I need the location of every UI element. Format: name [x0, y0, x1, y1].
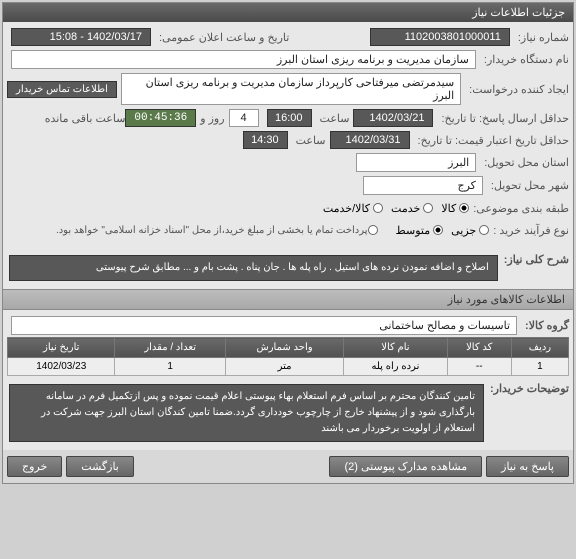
row-creator: ایجاد کننده درخواست: سیدمرتضی میرفتاحی ک… [7, 71, 569, 107]
back-button[interactable]: بازگشت [66, 456, 134, 477]
radio-jozi[interactable]: جزیی [451, 224, 489, 237]
row-process: نوع فرآیند خرید : جزیی متوسط پرداخت تمام… [7, 219, 569, 241]
row-group: گروه کالا: تاسیسات و مصالح ساختمانی [7, 314, 569, 337]
value-deadline-date: 1402/03/21 [353, 109, 433, 127]
value-province: البرز [356, 153, 476, 172]
value-req-no: 1102003801000011 [370, 28, 510, 46]
radio-dot-icon [423, 203, 433, 213]
row-valid: حداقل تاریخ اعتبار قیمت: تا تاریخ: 1402/… [7, 129, 569, 151]
label-group: گروه کالا: [521, 319, 569, 332]
radio-dot-icon [479, 225, 489, 235]
value-valid-time: 14:30 [243, 131, 288, 149]
row-buyer-notes: توضیحات خریدار: تامین کنندگان محترم بر ا… [7, 380, 569, 446]
payment-note: پرداخت تمام یا بخشی از مبلغ خرید،از محل … [52, 225, 368, 236]
col-qty: تعداد / مقدار [115, 338, 225, 358]
label-buyer-notes: توضیحات خریدار: [486, 382, 569, 395]
label-city: شهر محل تحویل: [487, 179, 569, 192]
radio-dot-icon [459, 203, 469, 213]
value-valid-date: 1402/03/31 [330, 131, 410, 149]
row-req-no: شماره نیاز: 1102003801000011 تاریخ و ساع… [7, 26, 569, 48]
label-hour1: ساعت [316, 112, 350, 125]
goods-header: اطلاعات کالاهای مورد نیاز [3, 289, 573, 310]
goods-body: گروه کالا: تاسیسات و مصالح ساختمانی ردیف… [3, 310, 573, 450]
table-header-row: ردیف کد کالا نام کالا واحد شمارش تعداد /… [8, 338, 569, 358]
cell-code: -- [447, 358, 511, 376]
cell-unit: متر [225, 358, 343, 376]
label-desc: شرح کلی نیاز: [500, 253, 569, 266]
cell-date: 1402/03/23 [8, 358, 115, 376]
checkbox-icon [368, 225, 378, 235]
value-pub-date: 1402/03/17 - 15:08 [11, 28, 151, 46]
process-radios: جزیی متوسط [396, 224, 490, 237]
label-hour2: ساعت [292, 134, 326, 147]
checkbox-payment[interactable] [368, 225, 378, 235]
label-province: استان محل تحویل: [480, 156, 569, 169]
value-group: تاسیسات و مصالح ساختمانی [11, 316, 517, 335]
value-creator: سیدمرتضی میرفتاحی کارپرداز سازمان مدیریت… [121, 73, 461, 105]
panel-title: جزئیات اطلاعات نیاز [3, 3, 573, 22]
value-days: 4 [229, 109, 259, 127]
radio-motavasset[interactable]: متوسط [396, 224, 444, 237]
label-creator: ایجاد کننده درخواست: [465, 83, 569, 96]
goods-table: ردیف کد کالا نام کالا واحد شمارش تعداد /… [7, 337, 569, 376]
value-desc: اصلاح و اضافه نمودن نرده های استیل . راه… [9, 255, 498, 281]
cell-qty: 1 [115, 358, 225, 376]
label-deadline: حداقل ارسال پاسخ: تا تاریخ: [437, 112, 569, 125]
label-remaining: ساعت باقی مانده [41, 112, 126, 125]
label-req-no: شماره نیاز: [514, 31, 569, 44]
row-deadline: حداقل ارسال پاسخ: تا تاریخ: 1402/03/21 س… [7, 107, 569, 129]
row-category: طبقه بندی موضوعی: کالا خدمت کالا/خدمت [7, 197, 569, 219]
radio-dot-icon [433, 225, 443, 235]
attachments-button[interactable]: مشاهده مدارک پیوستی (2) [329, 456, 482, 477]
col-name: نام کالا [344, 338, 447, 358]
reply-button[interactable]: پاسخ به نیاز [486, 456, 569, 477]
label-valid: حداقل تاریخ اعتبار قیمت: تا تاریخ: [414, 134, 569, 147]
row-city: شهر محل تحویل: کرج [7, 174, 569, 197]
value-buyer-org: سازمان مدیریت و برنامه ریزی استان البرز [11, 50, 476, 69]
footer-buttons: پاسخ به نیاز مشاهده مدارک پیوستی (2) باز… [3, 450, 573, 483]
main-panel: جزئیات اطلاعات نیاز شماره نیاز: 11020038… [2, 2, 574, 484]
row-province: استان محل تحویل: البرز [7, 151, 569, 174]
label-category: طبقه بندی موضوعی: [469, 202, 569, 215]
countdown-timer: 00:45:36 [125, 109, 196, 127]
row-desc: شرح کلی نیاز: اصلاح و اضافه نمودن نرده ه… [7, 251, 569, 285]
exit-button[interactable]: خروج [7, 456, 62, 477]
radio-dot-icon [373, 203, 383, 213]
row-buyer-org: نام دستگاه خریدار: سازمان مدیریت و برنام… [7, 48, 569, 71]
label-days: روز و [196, 112, 224, 125]
value-buyer-notes: تامین کنندگان محترم بر اساس فرم استعلام … [9, 384, 484, 442]
table-row[interactable]: 1 -- نرده راه پله متر 1 1402/03/23 [8, 358, 569, 376]
label-pub-date: تاریخ و ساعت اعلان عمومی: [155, 31, 289, 44]
col-unit: واحد شمارش [225, 338, 343, 358]
cell-name: نرده راه پله [344, 358, 447, 376]
label-buyer-org: نام دستگاه خریدار: [480, 53, 569, 66]
cell-idx: 1 [511, 358, 568, 376]
col-code: کد کالا [447, 338, 511, 358]
contact-buyer-button[interactable]: اطلاعات تماس خریدار [7, 81, 117, 98]
panel-body: شماره نیاز: 1102003801000011 تاریخ و ساع… [3, 22, 573, 289]
radio-kala[interactable]: کالا [441, 202, 469, 215]
value-city: کرج [363, 176, 483, 195]
radio-both[interactable]: کالا/خدمت [323, 202, 383, 215]
category-radios: کالا خدمت کالا/خدمت [323, 202, 469, 215]
value-deadline-time: 16:00 [267, 109, 312, 127]
label-process: نوع فرآیند خرید : [489, 224, 569, 237]
radio-khedmat[interactable]: خدمت [391, 202, 433, 215]
col-row: ردیف [511, 338, 568, 358]
col-date: تاریخ نیاز [8, 338, 115, 358]
